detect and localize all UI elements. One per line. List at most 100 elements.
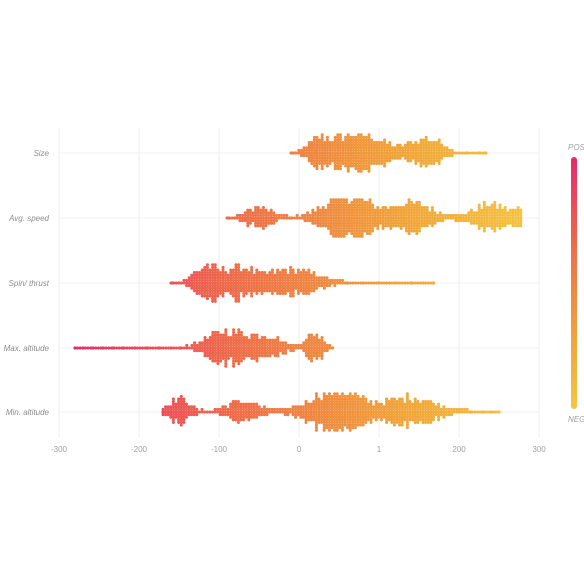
swarm-dot: [291, 294, 295, 298]
swarm-dot: [498, 216, 502, 220]
swarm-dot: [320, 346, 324, 350]
x-tick-label: -100: [211, 445, 228, 454]
swarm-dot: [232, 359, 236, 363]
swarm-dot: [200, 268, 204, 272]
swarm-dot: [409, 146, 413, 150]
swarm-dot: [224, 276, 228, 280]
swarm-dot: [480, 221, 484, 225]
swarm-dot: [211, 351, 215, 355]
swarm-dot: [252, 276, 256, 280]
swarm-dot: [338, 426, 342, 430]
swarm-dot: [234, 346, 238, 350]
swarm-dot: [242, 294, 246, 298]
swarm-dot: [369, 413, 373, 417]
swarm-dot: [278, 289, 282, 293]
swarm-dot: [346, 141, 350, 145]
swarm-dot: [302, 278, 306, 282]
swarm-dot: [235, 216, 239, 220]
swarm-dot: [308, 216, 312, 220]
swarm-dot: [73, 346, 77, 350]
swarm-dot: [388, 156, 392, 160]
swarm-dot: [278, 341, 282, 345]
swarm-dot: [185, 284, 189, 288]
swarm-dot: [312, 346, 316, 350]
swarm-dot: [325, 405, 329, 409]
swarm-dot: [256, 213, 260, 217]
swarm-dot: [305, 154, 309, 158]
swarm-dot: [506, 219, 510, 223]
swarm-dot: [345, 221, 349, 225]
swarm-dot: [354, 154, 358, 158]
swarm-dot: [248, 221, 252, 225]
swarm-dot: [448, 148, 452, 152]
swarm-dot: [514, 216, 518, 220]
swarm-dot: [229, 284, 233, 288]
swarm-dot: [407, 229, 411, 233]
swarm-dot: [224, 359, 228, 363]
swarm-dot: [302, 291, 306, 295]
swarm-dot: [350, 219, 354, 223]
swarm-dot: [313, 219, 317, 223]
swarm-dot: [208, 281, 212, 285]
swarm-dot: [516, 206, 520, 210]
swarm-dot: [405, 405, 409, 409]
swarm-dot: [309, 273, 313, 277]
swarm-dot: [234, 354, 238, 358]
swarm-dot: [250, 265, 254, 269]
swarm-dot: [208, 341, 212, 345]
swarm-dot: [357, 159, 361, 163]
swarm-dot: [319, 216, 323, 220]
swarm-dot: [454, 216, 458, 220]
swarm-dot: [406, 281, 410, 285]
swarm-dot: [331, 148, 335, 152]
swarm-dot: [498, 219, 502, 223]
swarm-dot: [304, 286, 308, 290]
swarm-dot: [321, 206, 325, 210]
swarm-dot: [357, 169, 361, 173]
swarm-dot: [477, 216, 481, 220]
swarm-dot: [327, 397, 331, 401]
swarm-dot: [239, 407, 243, 411]
swarm-dot: [236, 407, 240, 411]
swarm-dot: [381, 224, 385, 228]
swarm-dot: [283, 276, 287, 280]
swarm-dot: [405, 423, 409, 427]
swarm-dot: [242, 276, 246, 280]
swarm-dot: [218, 281, 222, 285]
swarm-dot: [356, 402, 360, 406]
swarm-dot: [177, 418, 181, 422]
swarm-dot: [372, 415, 376, 419]
swarm-dot: [237, 284, 241, 288]
swarm-dot: [255, 341, 259, 345]
swarm-dot: [474, 151, 478, 155]
swarm-dot: [432, 146, 436, 150]
swarm-dot: [363, 224, 367, 228]
swarm-dot: [511, 208, 515, 212]
swarm-dot: [245, 338, 249, 342]
swarm-dot: [270, 273, 274, 277]
swarm-dot: [246, 221, 250, 225]
swarm-dot: [364, 161, 368, 165]
swarm-dot: [337, 226, 341, 230]
swarm-dot: [200, 346, 204, 350]
swarm-dot: [213, 281, 217, 285]
swarm-dot: [374, 281, 378, 285]
swarm-dot: [236, 405, 240, 409]
swarm-dot: [392, 397, 396, 401]
swarm-dot: [327, 402, 331, 406]
swarm-dot: [361, 400, 365, 404]
swarm-dot: [263, 281, 267, 285]
swarm-dot: [359, 154, 363, 158]
swarm-dot: [384, 221, 388, 225]
swarm-dot: [208, 284, 212, 288]
swarm-dot: [405, 413, 409, 417]
swarm-dot: [325, 407, 329, 411]
swarm-dot: [200, 286, 204, 290]
swarm-dot: [338, 405, 342, 409]
swarm-dot: [414, 146, 418, 150]
swarm-dot: [182, 405, 186, 409]
swarm-dot: [402, 206, 406, 210]
swarm-dot: [309, 415, 313, 419]
swarm-dot: [423, 213, 427, 217]
swarm-dot: [335, 413, 339, 417]
